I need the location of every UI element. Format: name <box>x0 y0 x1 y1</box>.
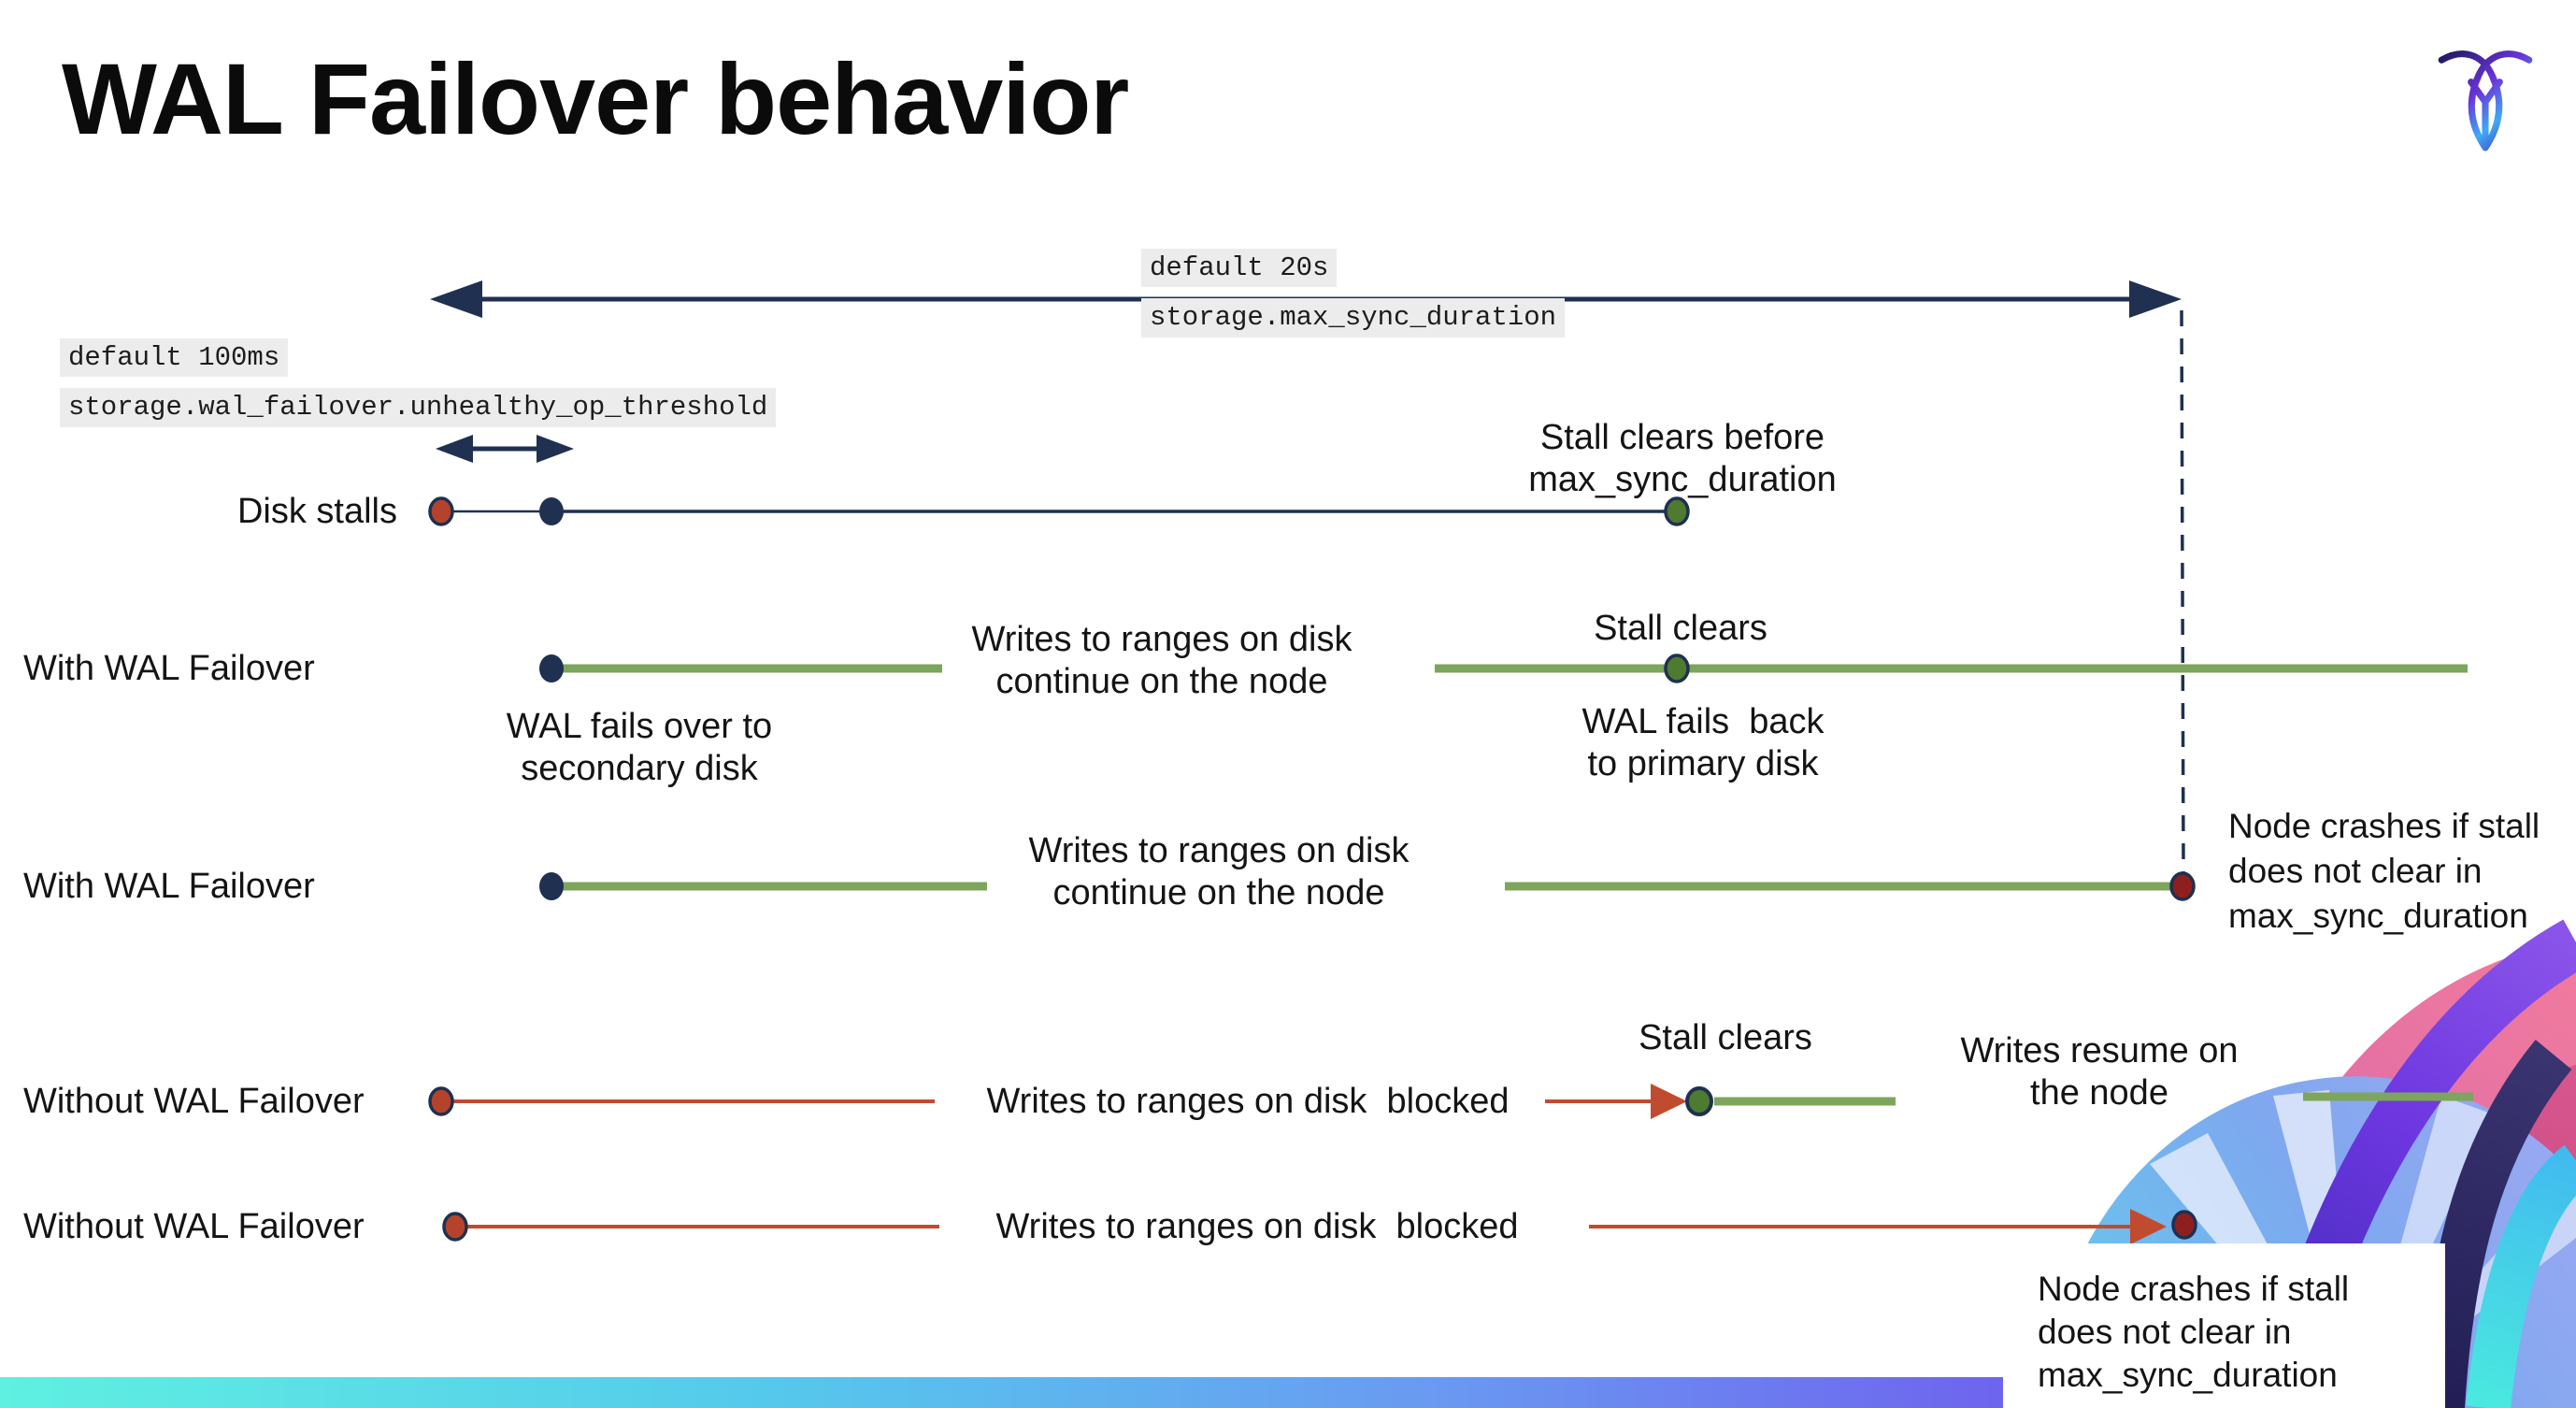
node-crash-dot <box>2169 871 2196 901</box>
wal-fails-over-note: WAL fails over to secondary disk <box>507 706 772 790</box>
note-line: secondary disk <box>521 749 758 788</box>
disk-stall-start-dot <box>442 1212 468 1242</box>
bottom-accent-bar <box>0 1377 2003 1408</box>
unhealthy-op-threshold-label: default 100ms storage.wal_failover.unhea… <box>60 338 777 438</box>
page-title: WAL Failover behavior <box>62 42 1129 155</box>
note-line: continue on the node <box>1052 873 1385 912</box>
stall-clears-note: Stall clears <box>1594 609 1767 648</box>
node-crash-note: Node crashes if stall does not clear in … <box>2228 804 2540 939</box>
max-sync-boundary-dashed-line <box>2180 309 2185 874</box>
failover-dot <box>539 654 564 682</box>
note-line: max_sync_duration <box>2038 1356 2338 1394</box>
config-setting-name: storage.max_sync_duration <box>1141 298 1566 338</box>
note-line: continue on the node <box>995 662 1328 701</box>
disk-stall-start-dot <box>428 1086 454 1116</box>
stall-clears-dot <box>1664 654 1690 683</box>
node-crash-callout-box: Node crashes if stall does not clear in … <box>2006 1243 2445 1408</box>
red-arrowhead <box>1651 1084 1687 1119</box>
config-default-value: default 20s <box>1141 249 1338 288</box>
writes-resume-note: Writes resume on the node <box>1960 1030 2238 1114</box>
note-line: does not clear in <box>2228 852 2483 890</box>
row-label-without-wal-failover: Without WAL Failover <box>23 1207 365 1246</box>
failover-dot <box>539 872 564 900</box>
max-sync-duration-label: default 20s storage.max_sync_duration <box>1141 249 1566 349</box>
writes-continue-note: Writes to ranges on disk continue on the… <box>972 619 1352 703</box>
disk-stall-start-dot <box>428 496 454 526</box>
config-setting-name: storage.wal_failover.unhealthy_op_thresh… <box>60 388 777 427</box>
note-line: WAL fails over to <box>506 707 773 746</box>
note-line: to primary disk <box>1587 744 1819 783</box>
note-line: Writes to ranges on disk <box>1028 831 1410 870</box>
note-line: does not clear in <box>2038 1313 2292 1351</box>
note-line: max_sync_duration <box>1528 460 1837 499</box>
row-with-failover-clears <box>539 654 2468 683</box>
row-disk-stalls <box>428 496 1690 526</box>
writes-continue-note: Writes to ranges on disk continue on the… <box>1029 830 1410 914</box>
stall-clears-dot <box>1685 1086 1713 1116</box>
threshold-reached-dot <box>539 497 564 525</box>
stall-clears-dot <box>1664 496 1690 526</box>
row-label-without-wal-failover: Without WAL Failover <box>23 1082 365 1121</box>
note-line: the node <box>2030 1073 2168 1113</box>
red-arrowhead <box>2130 1209 2167 1244</box>
config-default-value: default 100ms <box>60 338 289 378</box>
unhealthy-op-threshold-arrow <box>436 435 574 463</box>
note-line: Stall clears before <box>1539 418 1825 457</box>
note-line: Writes resume on <box>1960 1031 2239 1070</box>
note-line: Node crashes if stall <box>2228 807 2540 845</box>
stall-clears-note: Stall clears <box>1639 1018 1812 1057</box>
node-crash-note: Node crashes if stall does not clear in … <box>2038 1268 2445 1397</box>
row-label-with-wal-failover: With WAL Failover <box>23 867 315 906</box>
cockroachdb-logo-icon <box>2438 50 2533 151</box>
note-line: Writes to ranges on disk <box>971 620 1352 659</box>
row-label-with-wal-failover: With WAL Failover <box>23 649 315 688</box>
writes-blocked-note: Writes to ranges on disk blocked <box>986 1082 1510 1121</box>
writes-blocked-note: Writes to ranges on disk blocked <box>995 1207 1519 1246</box>
note-line: Node crashes if stall <box>2038 1270 2350 1308</box>
node-crash-dot <box>2171 1210 2197 1240</box>
stall-clears-before-note: Stall clears before max_sync_duration <box>1528 417 1837 501</box>
note-line: WAL fails back <box>1581 702 1825 741</box>
row-label-disk-stalls: Disk stalls <box>236 492 397 531</box>
wal-fails-back-note: WAL fails back to primary disk <box>1581 701 1824 785</box>
note-line: max_sync_duration <box>2228 897 2528 935</box>
